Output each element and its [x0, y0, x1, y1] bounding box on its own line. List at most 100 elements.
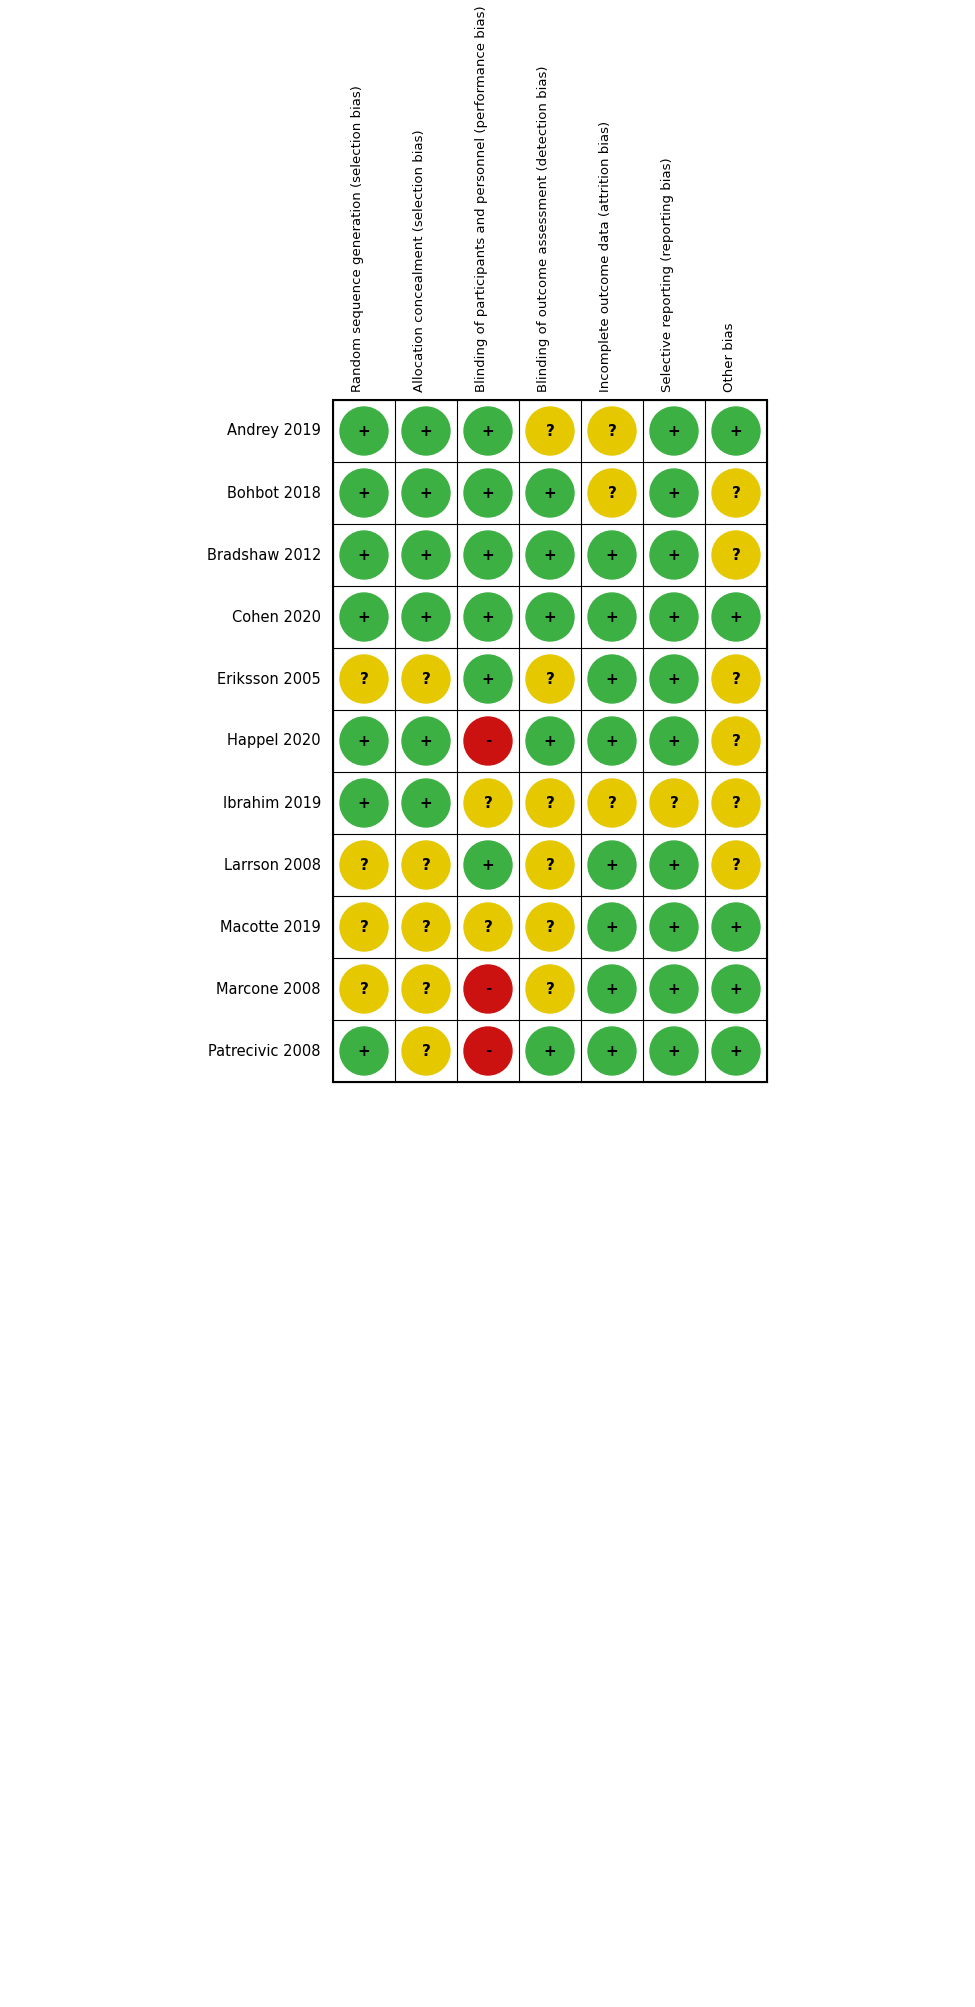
Text: +: +: [668, 919, 681, 935]
Circle shape: [712, 716, 760, 765]
Text: Cohen 2020: Cohen 2020: [232, 610, 321, 624]
Text: +: +: [605, 733, 618, 749]
Circle shape: [588, 965, 636, 1014]
Text: ?: ?: [360, 672, 369, 686]
Text: +: +: [605, 1044, 618, 1058]
Text: +: +: [419, 733, 432, 749]
Text: Other bias: Other bias: [723, 323, 736, 391]
Text: +: +: [668, 486, 681, 500]
Text: Ibrahim 2019: Ibrahim 2019: [222, 795, 321, 811]
Circle shape: [712, 965, 760, 1014]
Text: ?: ?: [421, 857, 430, 873]
Text: +: +: [605, 981, 618, 997]
Text: +: +: [544, 486, 557, 500]
Circle shape: [464, 532, 512, 578]
Text: +: +: [605, 610, 618, 624]
Circle shape: [464, 470, 512, 518]
Circle shape: [402, 779, 450, 827]
Circle shape: [712, 592, 760, 640]
Circle shape: [712, 532, 760, 578]
Text: +: +: [358, 548, 370, 562]
Circle shape: [402, 903, 450, 951]
Text: +: +: [668, 423, 681, 438]
Text: +: +: [668, 857, 681, 873]
Circle shape: [588, 654, 636, 702]
Text: Random sequence generation (selection bias): Random sequence generation (selection bi…: [351, 84, 364, 391]
Circle shape: [340, 716, 388, 765]
Circle shape: [526, 592, 574, 640]
Text: +: +: [668, 548, 681, 562]
Text: Andrey 2019: Andrey 2019: [227, 423, 321, 438]
Circle shape: [464, 592, 512, 640]
Circle shape: [712, 654, 760, 702]
Text: +: +: [358, 733, 370, 749]
Circle shape: [340, 1028, 388, 1076]
Circle shape: [588, 1028, 636, 1076]
Circle shape: [402, 841, 450, 889]
Text: Macotte 2019: Macotte 2019: [220, 919, 321, 935]
Text: ?: ?: [731, 857, 740, 873]
Circle shape: [712, 903, 760, 951]
Text: ?: ?: [731, 733, 740, 749]
Text: +: +: [605, 919, 618, 935]
Circle shape: [526, 779, 574, 827]
Text: ?: ?: [360, 857, 369, 873]
Circle shape: [650, 592, 698, 640]
Circle shape: [526, 1028, 574, 1076]
Circle shape: [402, 716, 450, 765]
Text: Marcone 2008: Marcone 2008: [216, 981, 321, 997]
Text: Patrecivic 2008: Patrecivic 2008: [209, 1044, 321, 1058]
Circle shape: [402, 532, 450, 578]
Text: +: +: [668, 672, 681, 686]
Circle shape: [588, 592, 636, 640]
Text: +: +: [729, 919, 742, 935]
Circle shape: [650, 841, 698, 889]
Text: +: +: [358, 486, 370, 500]
Text: +: +: [419, 486, 432, 500]
Circle shape: [650, 654, 698, 702]
Circle shape: [464, 654, 512, 702]
Circle shape: [526, 532, 574, 578]
Text: +: +: [729, 1044, 742, 1058]
Circle shape: [340, 470, 388, 518]
Circle shape: [402, 470, 450, 518]
Text: +: +: [605, 548, 618, 562]
Circle shape: [464, 965, 512, 1014]
Text: +: +: [419, 548, 432, 562]
Circle shape: [526, 654, 574, 702]
Text: +: +: [544, 610, 557, 624]
Text: ?: ?: [546, 857, 555, 873]
Text: -: -: [485, 981, 491, 997]
Text: +: +: [668, 733, 681, 749]
Circle shape: [464, 1028, 512, 1076]
Text: ?: ?: [607, 795, 616, 811]
Text: +: +: [482, 672, 494, 686]
Text: ?: ?: [421, 672, 430, 686]
Text: +: +: [605, 857, 618, 873]
Circle shape: [650, 532, 698, 578]
Text: Happel 2020: Happel 2020: [227, 733, 321, 749]
Text: +: +: [544, 1044, 557, 1058]
Text: ?: ?: [360, 919, 369, 935]
Circle shape: [650, 716, 698, 765]
Circle shape: [340, 592, 388, 640]
Circle shape: [650, 1028, 698, 1076]
Circle shape: [340, 407, 388, 456]
Text: ?: ?: [360, 981, 369, 997]
Text: ?: ?: [731, 548, 740, 562]
Circle shape: [464, 779, 512, 827]
Text: Larrson 2008: Larrson 2008: [224, 857, 321, 873]
Text: ?: ?: [670, 795, 679, 811]
Text: +: +: [729, 981, 742, 997]
Circle shape: [712, 407, 760, 456]
Text: +: +: [605, 672, 618, 686]
Circle shape: [650, 407, 698, 456]
Text: ?: ?: [484, 919, 492, 935]
Text: +: +: [482, 486, 494, 500]
Circle shape: [402, 592, 450, 640]
Text: ?: ?: [607, 423, 616, 438]
Text: +: +: [482, 548, 494, 562]
Text: ?: ?: [546, 672, 555, 686]
Circle shape: [712, 779, 760, 827]
Text: -: -: [485, 733, 491, 749]
